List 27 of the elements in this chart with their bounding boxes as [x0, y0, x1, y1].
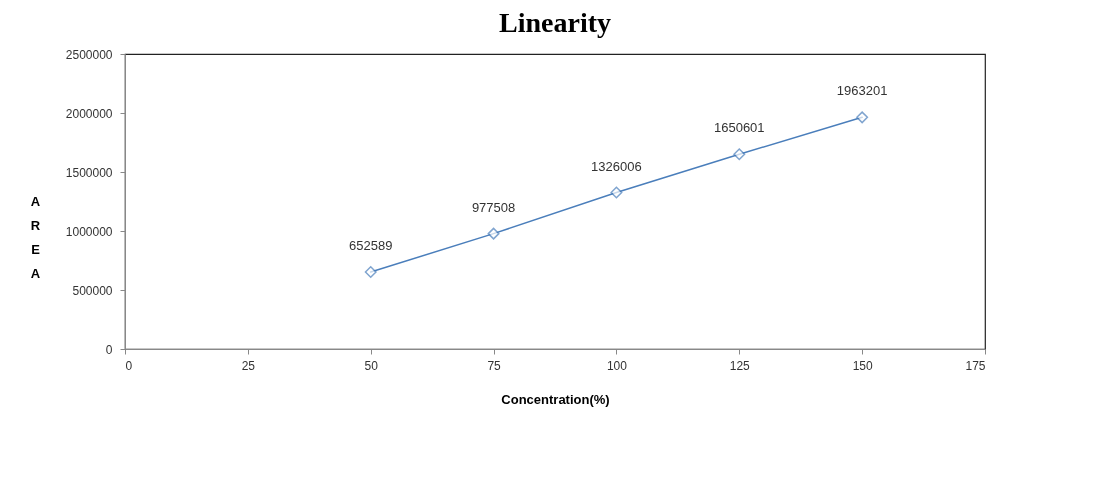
point	[610, 186, 623, 199]
point	[856, 111, 869, 124]
y-tick-label: 0	[105, 342, 113, 357]
data-label: 1963201	[836, 83, 888, 99]
x-axis-title: Concentration(%)	[501, 391, 610, 407]
data-label: 652589	[349, 237, 393, 253]
y-tick-label: 2500000	[65, 47, 113, 62]
x-tick-label: 0	[125, 358, 133, 373]
x-tick-label: 150	[852, 358, 873, 373]
x-tick-label: 75	[487, 358, 502, 373]
point	[487, 227, 500, 240]
data-label: 1326006	[591, 158, 642, 174]
x-tick-label: 25	[241, 358, 256, 373]
chart-title: Linearity	[499, 7, 611, 38]
data-label: 1650601	[713, 120, 765, 136]
x-tick-label: 175	[965, 358, 986, 373]
y-tick-label: 2000000	[65, 106, 113, 121]
y-tick-label: 500000	[72, 283, 113, 298]
point	[364, 266, 377, 278]
point	[733, 148, 746, 161]
data-label: 977508	[471, 199, 516, 215]
y-tick-label: 1500000	[65, 165, 113, 180]
x-tick-label: 100	[606, 358, 628, 373]
y-axis-title: AREA	[30, 193, 41, 281]
x-tick-label: 50	[364, 358, 379, 373]
x-tick-label: 125	[729, 358, 751, 373]
y-tick-label: 1000000	[65, 224, 113, 239]
